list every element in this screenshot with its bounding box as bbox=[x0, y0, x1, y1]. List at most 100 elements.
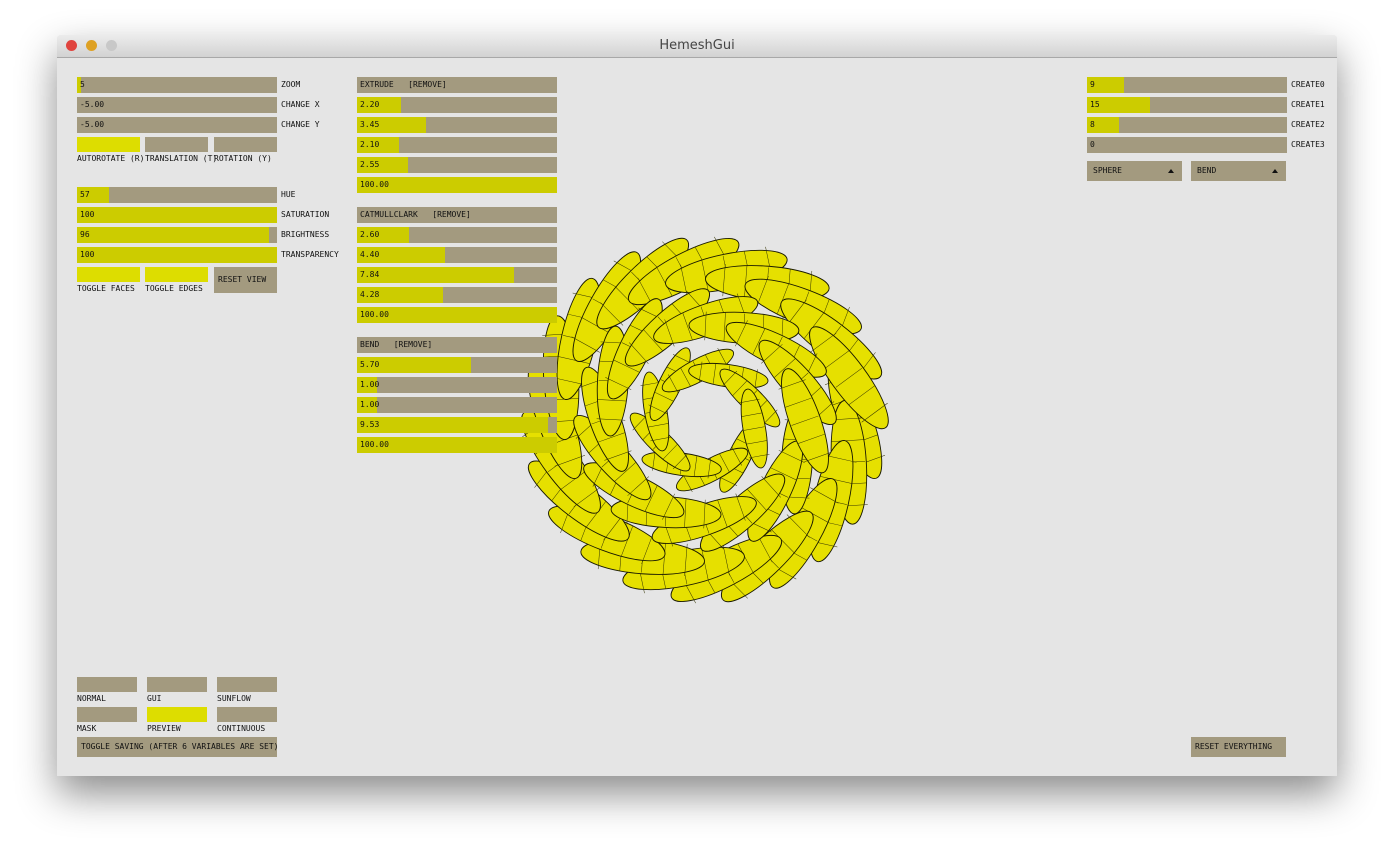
slider-value: 2.20 bbox=[360, 100, 380, 109]
slider[interactable]: 3.45 bbox=[357, 117, 557, 133]
mesh-edge bbox=[627, 476, 649, 496]
slider-value: 5 bbox=[80, 80, 85, 89]
mesh-edge bbox=[744, 265, 748, 298]
slider[interactable]: 5 bbox=[77, 77, 277, 93]
slider[interactable]: 100.00 bbox=[357, 307, 557, 323]
mesh-edge bbox=[684, 498, 687, 528]
slider-fill bbox=[357, 157, 408, 173]
toggle[interactable] bbox=[77, 137, 140, 152]
slider-fill bbox=[357, 357, 471, 373]
slider-fill bbox=[357, 97, 401, 113]
slider[interactable]: 7.84 bbox=[357, 267, 557, 283]
mesh-edge bbox=[773, 358, 796, 378]
mesh-edge bbox=[597, 432, 626, 443]
minimize-button[interactable] bbox=[86, 40, 97, 51]
slider-label: CREATE2 bbox=[1291, 120, 1325, 129]
slider-label: CHANGE Y bbox=[281, 120, 320, 129]
mesh-edge bbox=[672, 354, 692, 364]
reset-everything-button[interactable]: RESET EVERYTHING bbox=[1191, 737, 1286, 757]
slider[interactable]: 100 bbox=[77, 207, 277, 223]
slider-label: SATURATION bbox=[281, 210, 330, 219]
slider-value: 100 bbox=[80, 210, 95, 219]
slider-fill bbox=[357, 117, 426, 133]
slider[interactable]: 100.00 bbox=[357, 177, 557, 193]
slider[interactable]: 9 bbox=[1087, 77, 1287, 93]
close-button[interactable] bbox=[66, 40, 77, 51]
slider[interactable]: 2.55 bbox=[357, 157, 557, 173]
mesh-edge bbox=[835, 367, 863, 388]
slider[interactable]: 8 bbox=[1087, 117, 1287, 133]
slider-fill bbox=[357, 267, 514, 283]
slider[interactable]: 100.00 bbox=[357, 437, 557, 453]
mesh-edge bbox=[662, 542, 666, 575]
modifier-header[interactable]: EXTRUDE [REMOVE] bbox=[357, 77, 557, 93]
mesh-edge bbox=[680, 367, 691, 387]
slider[interactable]: 1.00 bbox=[357, 397, 557, 413]
slider[interactable]: 4.28 bbox=[357, 287, 557, 303]
slider[interactable]: 96 bbox=[77, 227, 277, 243]
mesh-edge bbox=[746, 440, 768, 445]
reset-view-button[interactable]: RESET VIEW bbox=[214, 267, 277, 293]
slider-fill bbox=[77, 77, 81, 93]
mesh-edge bbox=[643, 329, 663, 352]
mesh-edge bbox=[672, 453, 688, 470]
toggle[interactable] bbox=[77, 707, 137, 722]
slider[interactable]: 15 bbox=[1087, 97, 1287, 113]
slider[interactable]: -5.00 bbox=[77, 117, 277, 133]
modifier-header[interactable]: CATMULLCLARK [REMOVE] bbox=[357, 207, 557, 223]
slider-fill bbox=[357, 247, 445, 263]
zoom-button[interactable] bbox=[106, 40, 117, 51]
mesh-edge bbox=[731, 446, 742, 466]
mesh-edge bbox=[641, 533, 654, 564]
mesh-edge bbox=[810, 487, 839, 504]
mesh-edge bbox=[662, 493, 675, 520]
toggle[interactable] bbox=[214, 137, 277, 152]
mesh-edge bbox=[784, 397, 813, 408]
slider[interactable]: 2.60 bbox=[357, 227, 557, 243]
slider[interactable]: 57 bbox=[77, 187, 277, 203]
mesh-edge bbox=[820, 476, 852, 484]
slider-value: 1.00 bbox=[360, 380, 380, 389]
slider-value: 96 bbox=[80, 230, 90, 239]
mesh-edge bbox=[648, 404, 668, 415]
toggle[interactable] bbox=[145, 137, 208, 152]
toggle-label: CONTINUOUS bbox=[217, 724, 266, 733]
toggle[interactable] bbox=[147, 707, 207, 722]
slider[interactable]: -5.00 bbox=[77, 97, 277, 113]
mesh-edge bbox=[761, 344, 783, 364]
toggle[interactable] bbox=[77, 677, 137, 692]
mesh-edge bbox=[698, 361, 703, 383]
toggle[interactable] bbox=[145, 267, 208, 282]
toggle-label: TOGGLE FACES bbox=[77, 284, 135, 293]
dropdown[interactable]: SPHERE bbox=[1087, 161, 1182, 181]
mesh-edge bbox=[722, 543, 730, 576]
slider[interactable]: 5.70 bbox=[357, 357, 557, 373]
slider-fill bbox=[357, 227, 409, 243]
save-button[interactable]: TOGGLE SAVING (AFTER 6 VARIABLES ARE SET… bbox=[77, 737, 278, 757]
toggle[interactable] bbox=[217, 707, 277, 722]
toggle[interactable] bbox=[77, 267, 140, 282]
slider[interactable]: 2.10 bbox=[357, 137, 557, 153]
mesh-edge bbox=[747, 488, 767, 511]
mesh-edge bbox=[719, 453, 730, 473]
slider-value: 100.00 bbox=[360, 440, 389, 449]
mesh-edge bbox=[735, 320, 748, 347]
slider-value: 0 bbox=[1090, 140, 1095, 149]
slider-value: 15 bbox=[1090, 100, 1100, 109]
slider[interactable]: 1.00 bbox=[357, 377, 557, 393]
slider[interactable]: 4.40 bbox=[357, 247, 557, 263]
dropdown-arrow bbox=[1272, 169, 1278, 173]
dropdown[interactable]: BEND bbox=[1191, 161, 1286, 181]
toggle[interactable] bbox=[147, 677, 207, 692]
slider[interactable]: 9.53 bbox=[357, 417, 557, 433]
slider-fill bbox=[357, 417, 548, 433]
mesh-edge bbox=[684, 543, 688, 576]
mesh-edge bbox=[644, 485, 658, 512]
toggle[interactable] bbox=[217, 677, 277, 692]
slider[interactable]: 2.20 bbox=[357, 97, 557, 113]
modifier-header[interactable]: BEND [REMOVE] bbox=[357, 337, 557, 353]
mesh-edge bbox=[604, 450, 632, 461]
slider[interactable]: 100 bbox=[77, 247, 277, 263]
slider[interactable]: 0 bbox=[1087, 137, 1287, 153]
slider-value: 7.84 bbox=[360, 270, 380, 279]
